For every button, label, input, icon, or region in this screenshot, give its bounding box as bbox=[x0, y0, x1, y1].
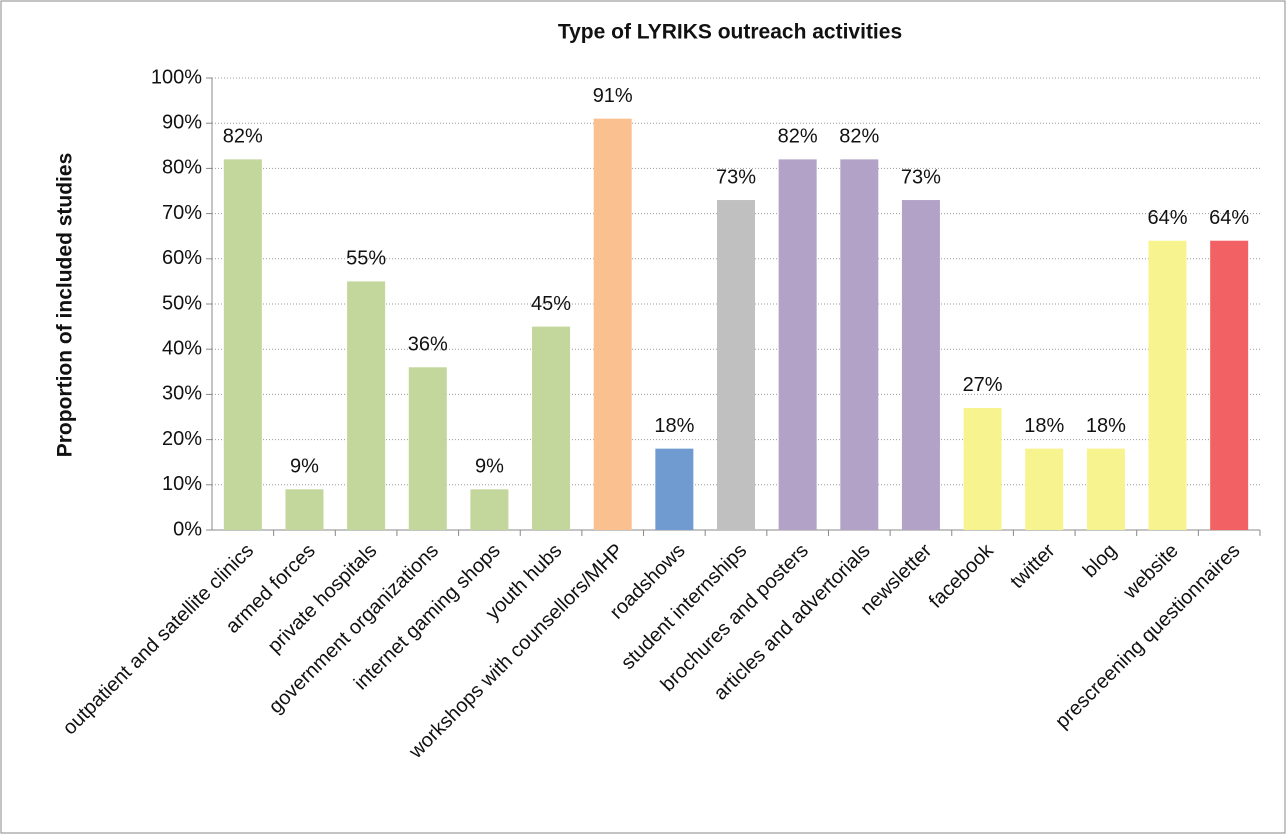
value-label: 18% bbox=[1024, 415, 1064, 437]
value-label: 45% bbox=[531, 293, 571, 315]
value-label: 64% bbox=[1148, 207, 1188, 229]
value-label: 9% bbox=[475, 456, 504, 478]
y-tick-label: 20% bbox=[162, 428, 202, 450]
bar bbox=[285, 489, 324, 530]
value-label: 9% bbox=[290, 456, 319, 478]
bar bbox=[1148, 240, 1187, 530]
bar bbox=[963, 407, 1002, 530]
value-label: 64% bbox=[1209, 207, 1249, 229]
y-tick-label: 50% bbox=[162, 292, 202, 314]
y-tick-label: 0% bbox=[173, 518, 202, 540]
bar bbox=[1025, 448, 1064, 530]
y-tick-label: 70% bbox=[162, 202, 202, 224]
y-tick-label: 30% bbox=[162, 383, 202, 405]
value-label: 18% bbox=[1086, 415, 1126, 437]
bar bbox=[223, 159, 262, 531]
y-tick-label: 80% bbox=[162, 157, 202, 179]
bar bbox=[778, 159, 817, 531]
bar bbox=[593, 118, 632, 531]
chart-title: Type of LYRIKS outreach activities bbox=[558, 21, 902, 44]
value-label: 55% bbox=[346, 248, 386, 270]
y-tick-label: 100% bbox=[151, 66, 202, 88]
y-tick-label: 90% bbox=[162, 111, 202, 133]
value-label: 18% bbox=[654, 415, 694, 437]
bar bbox=[1086, 448, 1125, 530]
bar bbox=[347, 281, 386, 530]
value-label: 82% bbox=[778, 126, 818, 148]
y-tick-label: 40% bbox=[162, 337, 202, 359]
y-tick-label: 10% bbox=[162, 473, 202, 495]
bar bbox=[717, 200, 755, 531]
value-label: 36% bbox=[408, 334, 448, 356]
bar bbox=[408, 367, 447, 530]
bar bbox=[532, 326, 571, 530]
bar bbox=[840, 159, 879, 531]
bar bbox=[1210, 240, 1249, 530]
bar bbox=[901, 200, 940, 531]
value-label: 82% bbox=[839, 126, 879, 148]
y-tick-label: 60% bbox=[162, 247, 202, 269]
value-label: 91% bbox=[593, 85, 633, 107]
bar bbox=[470, 489, 509, 530]
y-axis-label: Proportion of included studies bbox=[54, 153, 77, 458]
bar bbox=[655, 448, 694, 530]
value-label: 27% bbox=[963, 374, 1003, 396]
value-label: 73% bbox=[901, 166, 941, 188]
value-label: 82% bbox=[223, 126, 263, 148]
value-label: 73% bbox=[716, 166, 756, 188]
